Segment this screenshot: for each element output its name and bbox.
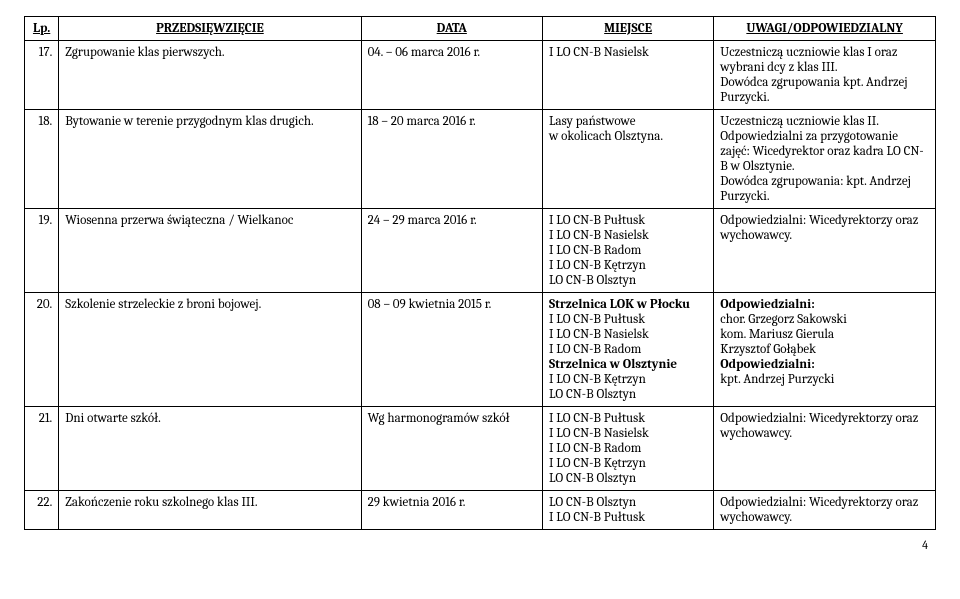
table-row: 22.Zakończenie roku szkolnego klas III.2… xyxy=(25,491,936,530)
cell-miejsce: I LO CN-B Nasielsk xyxy=(542,41,713,110)
cell-data: 24 – 29 marca 2016 r. xyxy=(361,209,542,293)
cell-uwagi: Odpowiedzialni: Wicedyrektorzy oraz wych… xyxy=(714,407,936,491)
cell-data: Wg harmonogramów szkół xyxy=(361,407,542,491)
header-data: DATA xyxy=(361,17,542,41)
cell-data: 08 – 09 kwietnia 2015 r. xyxy=(361,293,542,407)
cell-lp: 18. xyxy=(25,110,59,209)
cell-lp: 21. xyxy=(25,407,59,491)
cell-przed: Wiosenna przerwa świąteczna / Wielkanoc xyxy=(59,209,361,293)
page-number: 4 xyxy=(24,538,936,552)
header-lp: Lp. xyxy=(25,17,59,41)
cell-przed: Dni otwarte szkół. xyxy=(59,407,361,491)
cell-data: 04. – 06 marca 2016 r. xyxy=(361,41,542,110)
cell-uwagi: Odpowiedzialni:chor. Grzegorz Sakowskiko… xyxy=(714,293,936,407)
cell-przed: Zgrupowanie klas pierwszych. xyxy=(59,41,361,110)
table-row: 18.Bytowanie w terenie przygodnym klas d… xyxy=(25,110,936,209)
cell-data: 18 – 20 marca 2016 r. xyxy=(361,110,542,209)
cell-miejsce: LO CN-B OlsztynI LO CN-B Pułtusk xyxy=(542,491,713,530)
cell-lp: 17. xyxy=(25,41,59,110)
cell-lp: 20. xyxy=(25,293,59,407)
cell-miejsce: Strzelnica LOK w PłockuI LO CN-B Pułtusk… xyxy=(542,293,713,407)
cell-miejsce: I LO CN-B PułtuskI LO CN-B NasielskI LO … xyxy=(542,407,713,491)
cell-uwagi: Uczestniczą uczniowie klas I oraz wybran… xyxy=(714,41,936,110)
cell-przed: Szkolenie strzeleckie z broni bojowej. xyxy=(59,293,361,407)
header-uwagi: UWAGI/ODPOWIEDZIALNY xyxy=(714,17,936,41)
table-row: 19.Wiosenna przerwa świąteczna / Wielkan… xyxy=(25,209,936,293)
cell-lp: 19. xyxy=(25,209,59,293)
schedule-table: Lp. PRZEDSIĘWZIĘCIE DATA MIEJSCE UWAGI/O… xyxy=(24,16,936,530)
cell-miejsce: Lasy państwowew okolicach Olsztyna. xyxy=(542,110,713,209)
cell-uwagi: Odpowiedzialni: Wicedyrektorzy oraz wych… xyxy=(714,209,936,293)
cell-uwagi: Odpowiedzialni: Wicedyrektorzy oraz wych… xyxy=(714,491,936,530)
table-row: 20.Szkolenie strzeleckie z broni bojowej… xyxy=(25,293,936,407)
cell-przed: Zakończenie roku szkolnego klas III. xyxy=(59,491,361,530)
table-row: 17.Zgrupowanie klas pierwszych.04. – 06 … xyxy=(25,41,936,110)
header-miejsce: MIEJSCE xyxy=(542,17,713,41)
cell-przed: Bytowanie w terenie przygodnym klas drug… xyxy=(59,110,361,209)
cell-data: 29 kwietnia 2016 r. xyxy=(361,491,542,530)
cell-uwagi: Uczestniczą uczniowie klas II.Odpowiedzi… xyxy=(714,110,936,209)
header-przed: PRZEDSIĘWZIĘCIE xyxy=(59,17,361,41)
cell-lp: 22. xyxy=(25,491,59,530)
cell-miejsce: I LO CN-B PułtuskI LO CN-B NasielskI LO … xyxy=(542,209,713,293)
table-row: 21.Dni otwarte szkół.Wg harmonogramów sz… xyxy=(25,407,936,491)
